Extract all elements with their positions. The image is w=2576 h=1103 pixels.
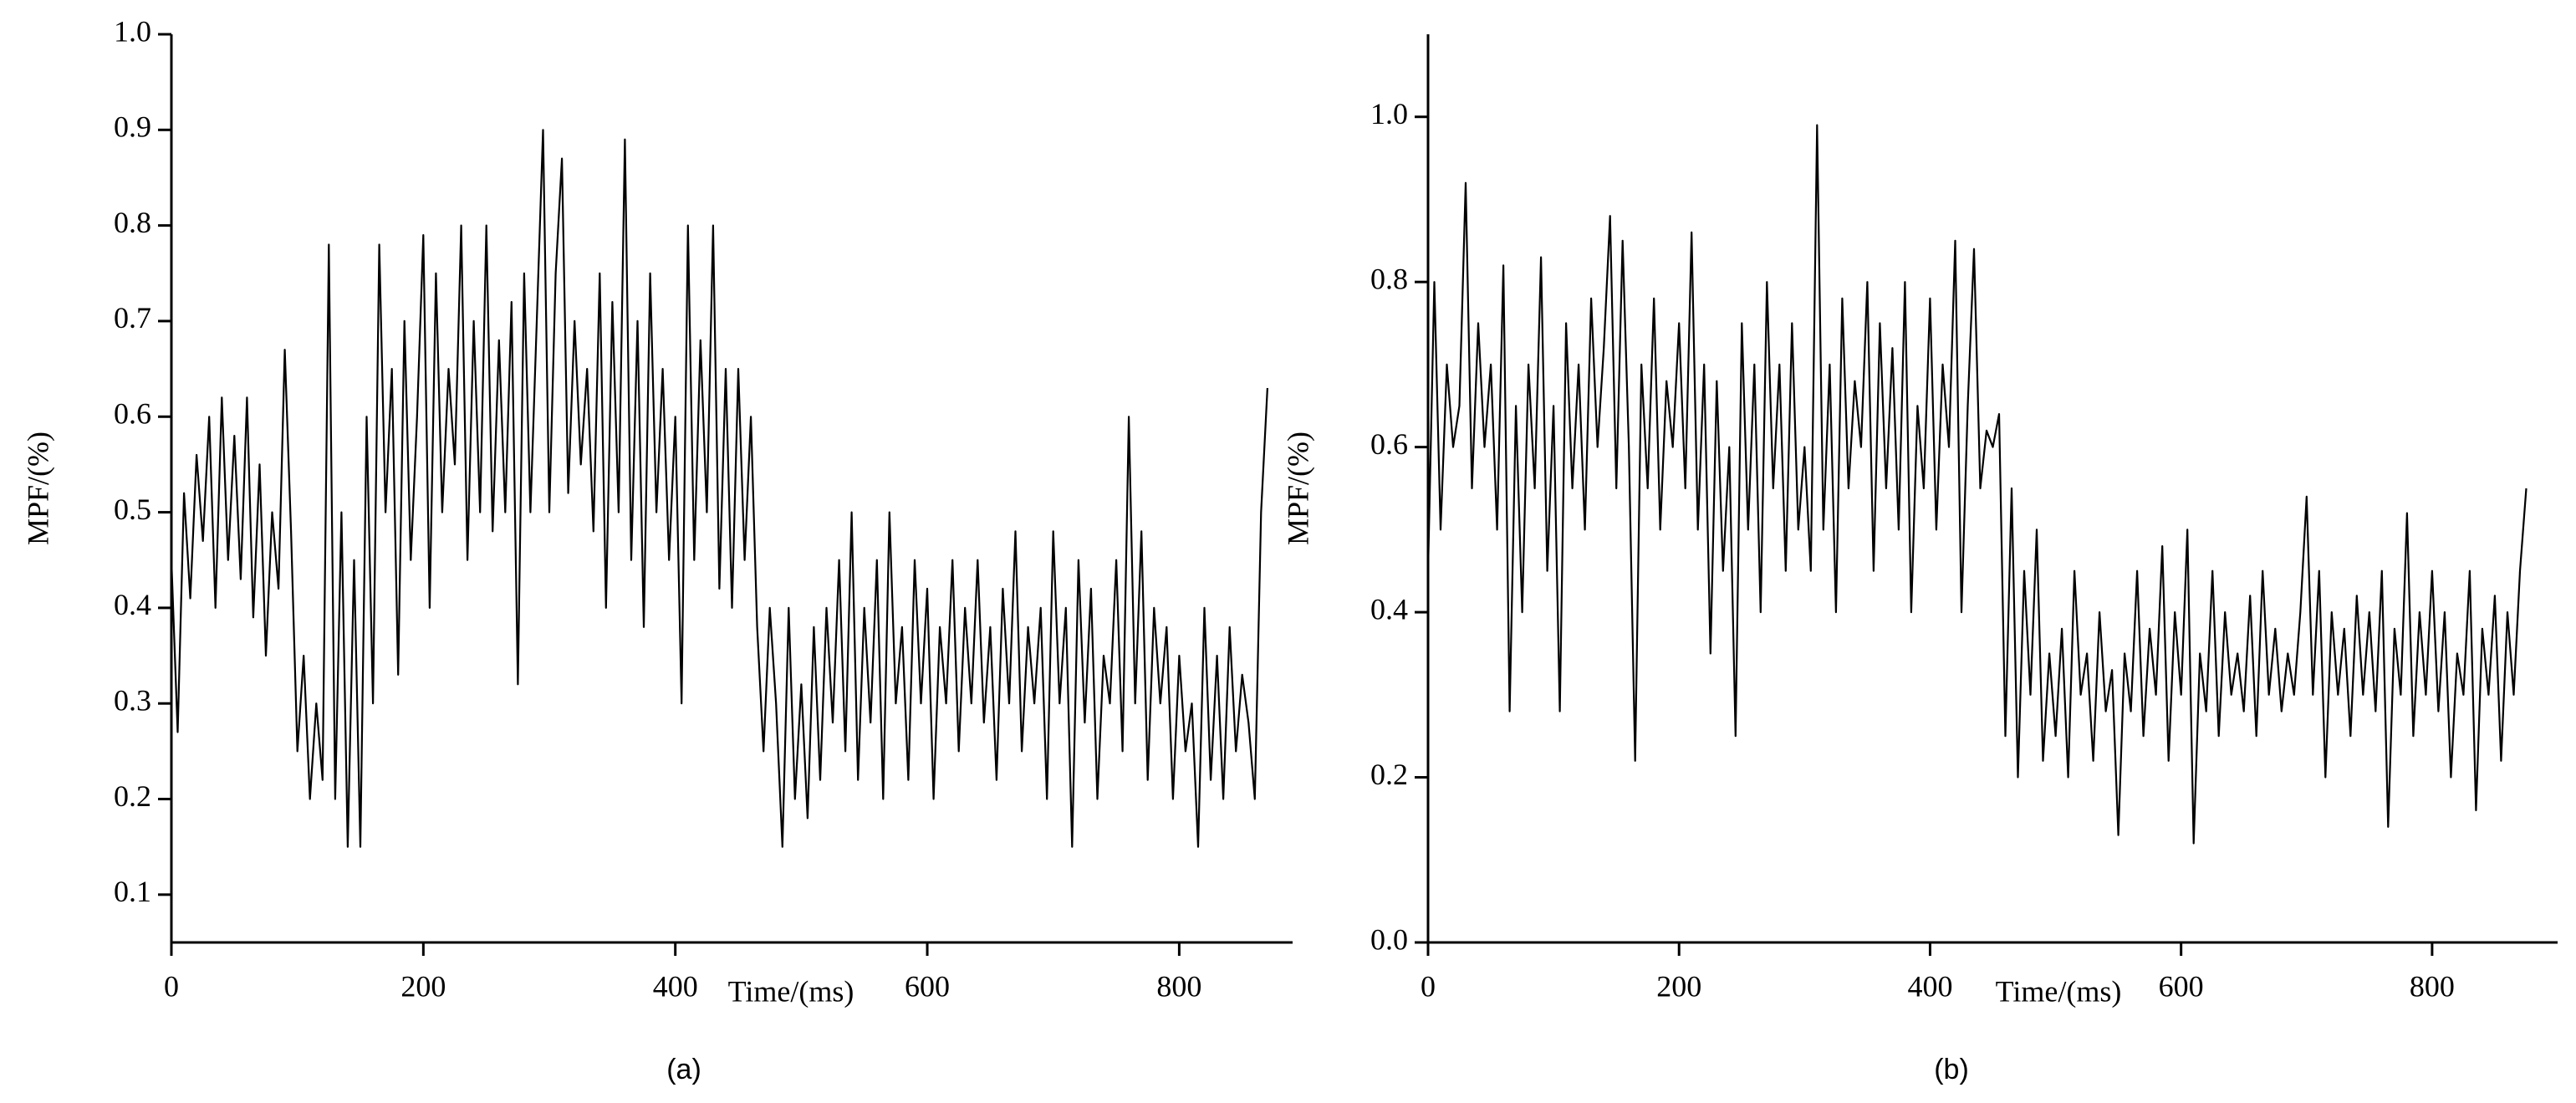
- x-axis-label: Time/(ms): [728, 974, 854, 1008]
- panel-caption: (b): [1934, 1054, 1969, 1085]
- y-tick-label: 0.9: [114, 110, 151, 144]
- x-tick-label: 0: [1421, 969, 1436, 1003]
- x-tick-label: 800: [2410, 969, 2455, 1003]
- y-tick-label: 0.2: [1370, 758, 1408, 791]
- x-tick-label: 600: [905, 969, 950, 1003]
- y-tick-label: 0.0: [1370, 922, 1408, 956]
- y-tick-label: 0.2: [114, 779, 151, 813]
- y-tick-label: 0.5: [114, 493, 151, 526]
- data-line: [1426, 124, 2528, 845]
- y-tick-label: 0.4: [114, 588, 151, 621]
- y-tick-label: 0.4: [1370, 592, 1408, 626]
- x-axis-label: Time/(ms): [1996, 974, 2122, 1008]
- y-tick-label: 0.3: [114, 683, 151, 717]
- y-tick-label: 1.0: [1370, 97, 1408, 130]
- y-tick-label: 1.0: [114, 14, 151, 48]
- y-tick-label: 0.8: [114, 206, 151, 239]
- y-tick-label: 0.8: [1370, 262, 1408, 295]
- x-tick-label: 400: [1907, 969, 1952, 1003]
- x-tick-label: 800: [1156, 969, 1201, 1003]
- x-tick-label: 200: [1656, 969, 1701, 1003]
- x-tick-label: 0: [164, 969, 179, 1003]
- y-axis-label: MPF/(%): [21, 431, 54, 545]
- y-axis-label: MPF/(%): [1281, 431, 1314, 545]
- x-tick-label: 200: [400, 969, 446, 1003]
- y-tick-label: 0.6: [1370, 427, 1408, 461]
- y-tick-label: 0.7: [114, 301, 151, 334]
- panel-caption: (a): [666, 1054, 701, 1085]
- data-line: [170, 129, 1268, 848]
- y-tick-label: 0.1: [114, 875, 151, 908]
- x-tick-label: 400: [653, 969, 698, 1003]
- y-tick-label: 0.6: [114, 397, 151, 431]
- x-tick-label: 600: [2159, 969, 2204, 1003]
